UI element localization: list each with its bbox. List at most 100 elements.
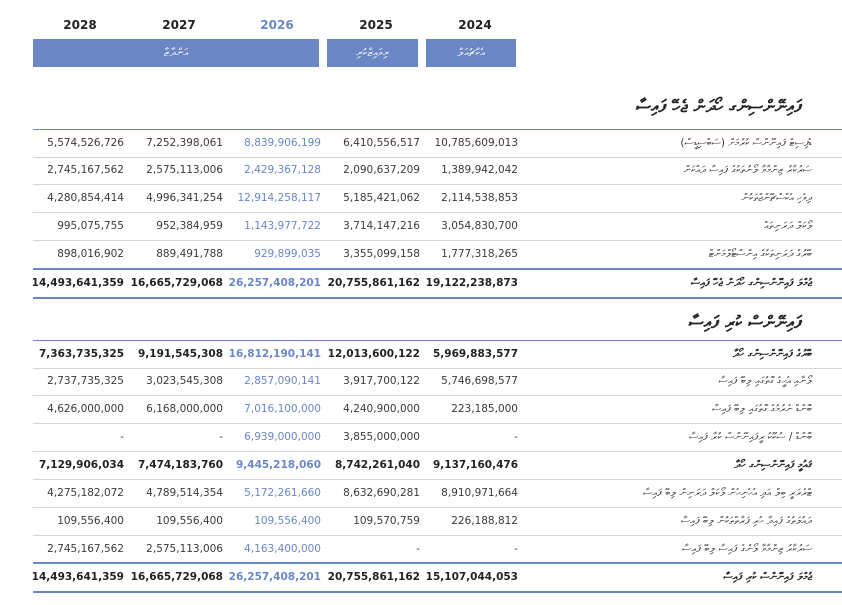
value-2028: 4,275,182,072: [47, 487, 124, 499]
value-2027: -: [219, 431, 223, 443]
row-label: ޑެފިސިޓް ފައިނޭންސް ކުރުމަށް (ސަބްސިޑީސް…: [680, 137, 812, 149]
value-2027: 3,023,545,308: [146, 375, 223, 387]
row-label: ޖުމްލަ ފައިނޭންސް ކުރި ފައިސާ: [723, 571, 812, 583]
value-2027: 16,665,729,068: [130, 277, 223, 289]
revised-band: ރިވައިޒްކުރި: [327, 39, 418, 67]
value-2025: 4,240,900,000: [343, 403, 420, 415]
row-label: ސަރުކާރު ޒިންމާވާ ލޯނުތަކުގެ ފައިސާ ދައް…: [683, 164, 812, 176]
year-header-2025: 2025: [359, 18, 393, 32]
value-2026: 12,914,258,117: [237, 192, 322, 204]
value-2026: 9,445,218,060: [235, 459, 321, 471]
year-header-2028: 2028: [63, 18, 97, 32]
value-2026: 16,812,190,141: [228, 348, 321, 360]
value-2026: 6,939,000,000: [244, 431, 321, 443]
year-header-2027: 2027: [162, 18, 196, 32]
total-row: 14,493,641,359 16,665,729,068 26,257,408…: [31, 268, 842, 299]
value-2024: 9,137,160,476: [432, 459, 518, 471]
value-2025: 12,013,600,122: [327, 348, 420, 360]
row-label: ބޮންޑް / ސުކޫކު ރީފައިނޭންސް ކުރާ ފައިސާ: [689, 431, 812, 443]
row-label: ޓްރެޜަރީ ބިލް އަދި އެހެނިހެން ލޯކަލް ދަރ…: [643, 487, 812, 499]
value-2025: 2,090,637,209: [343, 164, 420, 176]
value-2024: 15,107,044,053: [425, 571, 518, 583]
value-2027: 7,474,183,760: [137, 459, 223, 471]
table-row: 7,129,906,034 7,474,183,760 9,445,218,06…: [33, 452, 842, 480]
value-2026: 2,429,367,128: [244, 164, 321, 176]
value-2024: -: [514, 543, 518, 555]
value-2024: -: [514, 431, 518, 443]
value-2024: 1,389,942,042: [441, 164, 518, 176]
value-2027: 2,575,113,006: [146, 164, 223, 176]
actual-band: އެކްޗުއަލް: [426, 39, 516, 67]
value-2027: 7,252,398,061: [146, 137, 223, 149]
value-2025: 3,917,700,122: [343, 375, 420, 387]
value-2028: 2,745,167,562: [47, 543, 124, 555]
total-row: 14,493,641,359 16,665,729,068 26,257,408…: [31, 562, 842, 593]
value-2028: 14,493,641,359: [31, 571, 124, 583]
value-2028: 7,129,906,034: [38, 459, 124, 471]
value-2025: -: [416, 543, 420, 555]
value-2025: 20,755,861,162: [327, 571, 420, 583]
value-2027: 109,556,400: [156, 515, 223, 527]
table-row: 4,626,000,000 6,168,000,000 7,016,100,00…: [33, 396, 842, 424]
row-label: ދައުލަތުގެ ފައިދާ ހުރި ފަރާތްތަކުން ލިބޭ…: [680, 515, 812, 527]
row-label: ބޭރުގެ ދަރަނިތަކުގެ އިންސްޓޯލްމަންޓް: [708, 248, 812, 260]
table-row: 995,075,755 952,384,959 1,143,977,722 3,…: [33, 213, 842, 241]
value-2026: 8,839,906,199: [244, 137, 321, 149]
row-label: ޖުމްލަ ފައިނޭންސިންގ ހޯދަން ޖެހޭ ފައިސާ: [690, 277, 812, 289]
value-2025: 8,632,690,281: [343, 487, 420, 499]
value-2027: 4,996,341,254: [146, 192, 223, 204]
value-2028: 995,075,755: [57, 220, 124, 232]
value-2028: 4,626,000,000: [47, 403, 124, 415]
value-2024: 19,122,238,873: [425, 277, 518, 289]
value-2026: 5,172,261,660: [244, 487, 321, 499]
row-label: ސަރުކާރު ޒިންމާވާ ލޯނުގެ ފައިސާ ލިބޭ ފައ…: [682, 543, 812, 555]
value-2028: 5,574,526,726: [47, 137, 124, 149]
value-2024: 8,910,971,664: [441, 487, 518, 499]
value-2025: 20,755,861,162: [327, 277, 420, 289]
table-row: 2,745,167,562 2,575,113,006 2,429,367,12…: [33, 157, 842, 185]
value-2025: 109,570,759: [353, 515, 420, 527]
value-2024: 2,114,538,853: [441, 192, 518, 204]
value-2028: 2,745,167,562: [47, 164, 124, 176]
value-2028: 898,016,902: [57, 248, 124, 260]
row-label: ލޯނާއި އެހީގެ ގޮތުގައި ލިބޭ ފައިސާ: [718, 375, 812, 387]
value-2028: 2,737,735,325: [47, 375, 124, 387]
value-2026: 109,556,400: [254, 515, 321, 527]
table-row: - - 6,939,000,000 3,855,000,000 - ބޮންޑް…: [33, 424, 842, 452]
value-2024: 5,969,883,577: [432, 348, 518, 360]
value-2026: 1,143,977,722: [244, 220, 321, 232]
value-2027: 6,168,000,000: [146, 403, 223, 415]
year-header-2026: 2026: [260, 18, 294, 32]
value-2026: 929,899,035: [254, 248, 321, 260]
value-2027: 2,575,113,006: [146, 543, 223, 555]
value-2025: 6,410,556,517: [343, 137, 420, 149]
value-2025: 8,742,261,040: [334, 459, 420, 471]
value-2027: 952,384,959: [156, 220, 223, 232]
value-2026: 7,016,100,000: [244, 403, 321, 415]
value-2024: 10,785,609,013: [434, 137, 519, 149]
projection-band: އަންދާޒާ: [33, 39, 319, 67]
value-2028: 14,493,641,359: [31, 277, 124, 289]
value-2028: 109,556,400: [57, 515, 124, 527]
value-2025: 3,355,099,158: [343, 248, 420, 260]
value-2024: 226,188,812: [451, 515, 518, 527]
year-header-2024: 2024: [458, 18, 492, 32]
value-2025: 5,185,421,062: [343, 192, 420, 204]
table-row: 2,745,167,562 2,575,113,006 4,163,400,00…: [33, 536, 842, 564]
table-row: 4,280,854,414 4,996,341,254 12,914,258,1…: [33, 185, 842, 213]
row-label: ދިވެހި އެކްސްޗޭންޖްތަކުން: [741, 192, 812, 204]
value-2026: 26,257,408,201: [228, 571, 321, 583]
value-2024: 1,777,318,265: [441, 248, 518, 260]
table-row: 5,574,526,726 7,252,398,061 8,839,906,19…: [33, 129, 842, 158]
table-row: 2,737,735,325 3,023,545,308 2,857,090,14…: [33, 368, 842, 396]
value-2024: 3,054,830,700: [441, 220, 518, 232]
value-2024: 5,746,698,577: [441, 375, 518, 387]
value-2027: 889,491,788: [156, 248, 223, 260]
table-row: 4,275,182,072 4,789,514,354 5,172,261,66…: [33, 480, 842, 508]
value-2027: 4,789,514,354: [146, 487, 223, 499]
value-2028: 4,280,854,414: [47, 192, 124, 204]
row-label: ލޯކަލް ދަރަނިތައް: [763, 220, 812, 232]
value-2027: 16,665,729,068: [130, 571, 223, 583]
value-2025: 3,855,000,000: [343, 431, 420, 443]
row-label: ބޭރުގެ ފައިނޭންސިންގ ހޯދާ: [732, 348, 812, 360]
